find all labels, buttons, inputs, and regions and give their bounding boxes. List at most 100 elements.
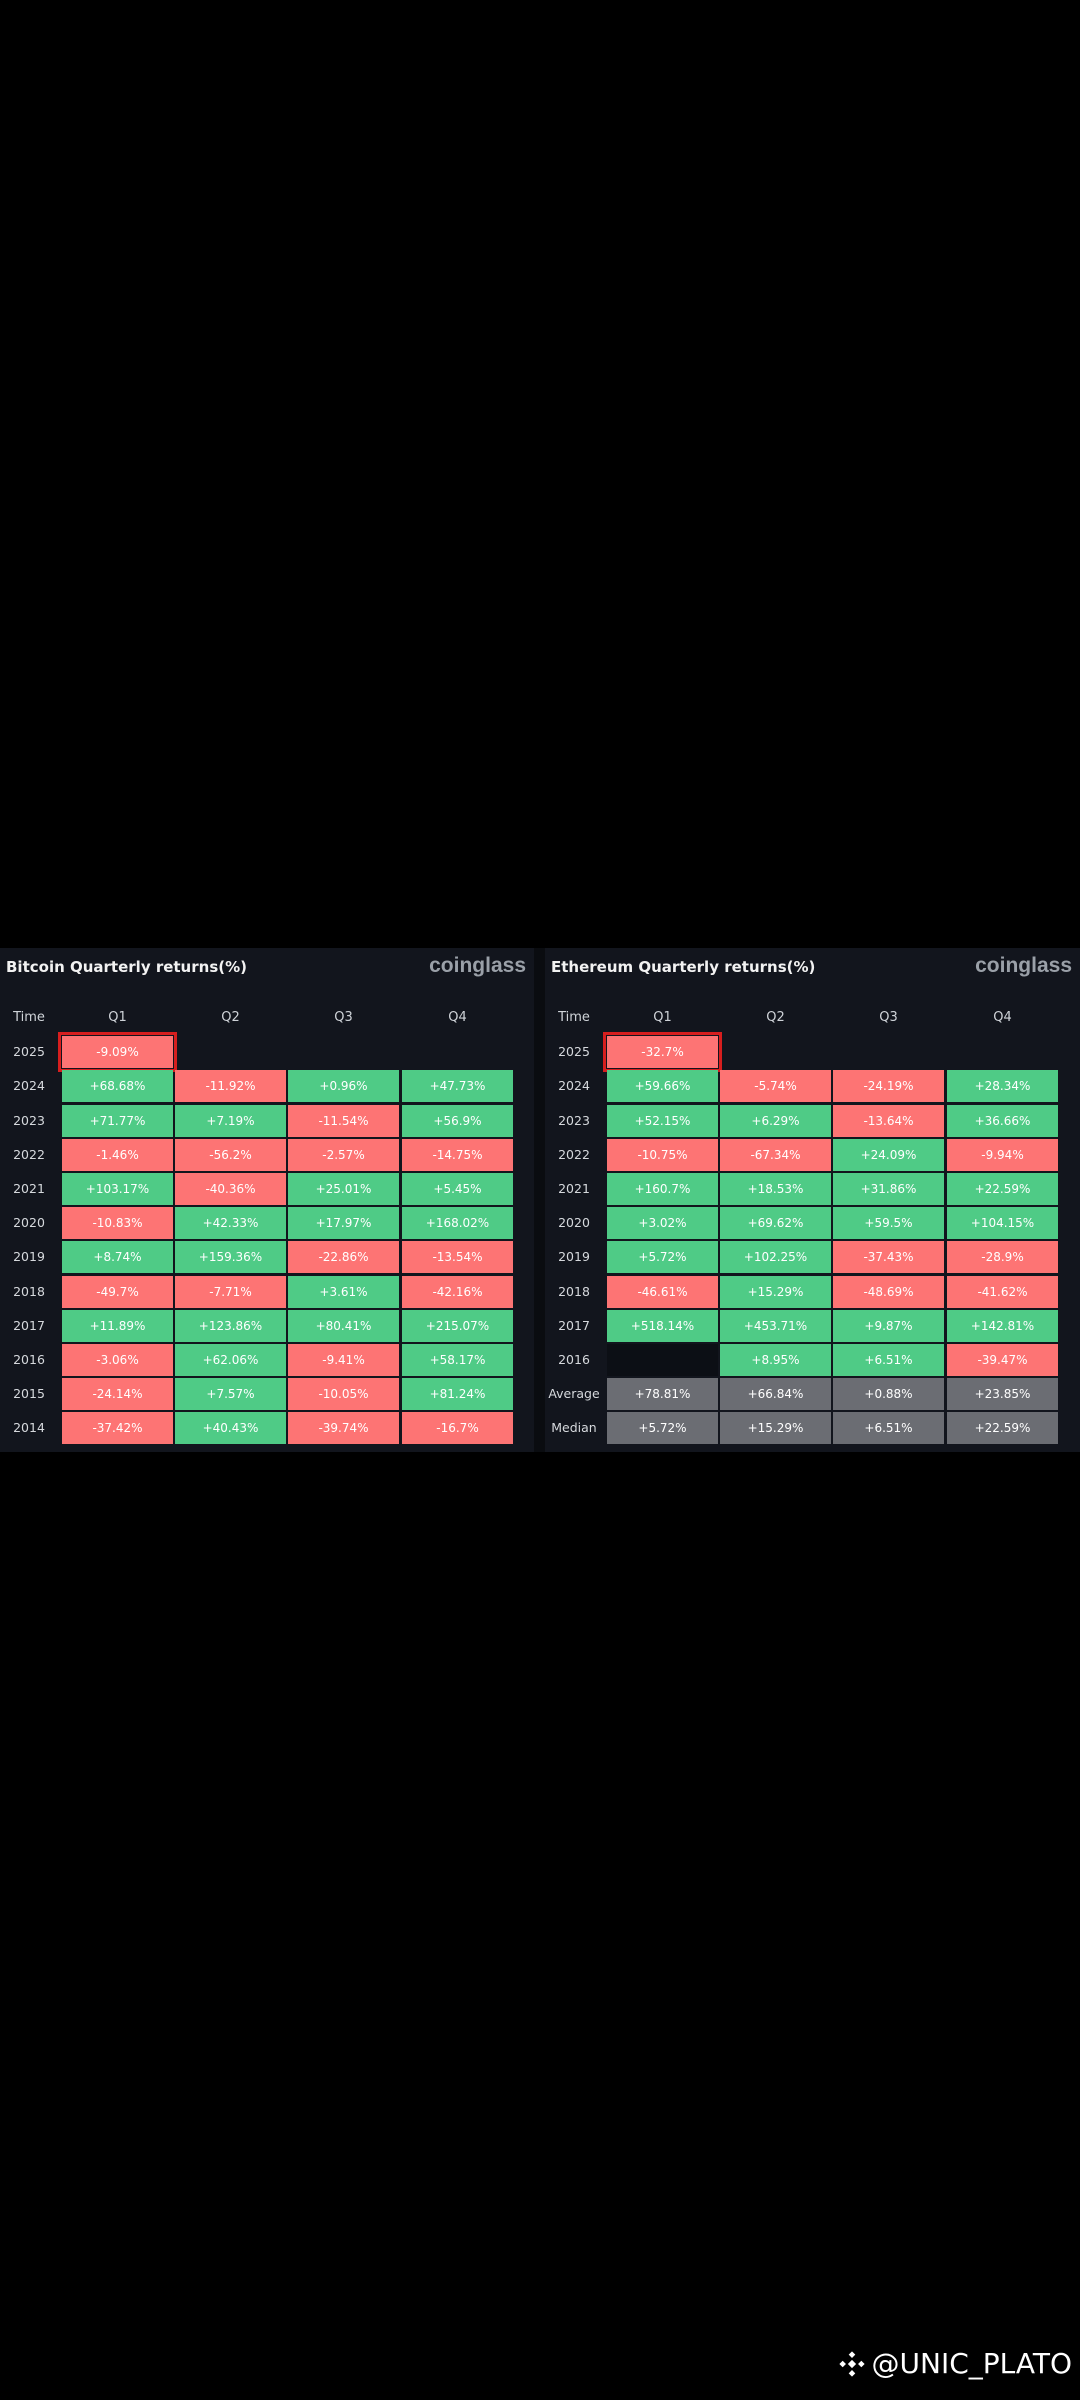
table-row: 2018 -46.61% +15.29% -48.69% -41.62% [545,1275,1080,1310]
return-cell: +68.68% [62,1070,173,1103]
return-cell: +71.77% [62,1104,173,1137]
watermark: @UNIC_PLATO [838,2347,1072,2380]
row-label: 2023 [558,1112,590,1128]
table-row: 2023 +52.15% +6.29% -13.64% +36.66% [545,1104,1080,1139]
column-header-time: Time [13,1010,45,1025]
return-cell: +6.51% [833,1344,944,1376]
return-cell: +80.41% [288,1309,399,1342]
return-cell: -22.86% [288,1241,399,1274]
return-cell: +18.53% [720,1173,831,1205]
table-row: 2019 +8.74% +159.36% -22.86% -13.54% [0,1241,534,1275]
table-row: 2014 -37.42% +40.43% -39.74% -16.7% [0,1412,534,1446]
return-cell: +3.61% [288,1275,399,1308]
row-label: 2023 [13,1112,45,1128]
empty-cell [175,1036,286,1068]
row-label: 2025 [13,1044,45,1060]
return-cell: +8.74% [62,1241,173,1274]
row-label: 2017 [13,1317,45,1333]
return-cell: +78.81% [607,1378,718,1411]
return-cell: +62.06% [175,1344,286,1376]
header-row: Time Q1 Q2 Q3 Q4 [0,1002,534,1036]
column-header-q1: Q1 [108,1010,127,1025]
return-cell: +6.29% [720,1104,831,1137]
table-row: 2022 -1.46% -56.2% -2.57% -14.75% [0,1138,534,1173]
column-header-q1: Q1 [653,1010,672,1025]
column-header-q3: Q3 [879,1010,898,1025]
table-row: 2017 +518.14% +453.71% +9.87% +142.81% [545,1309,1080,1344]
return-cell: +40.43% [175,1412,286,1445]
return-cell: -48.69% [833,1275,944,1308]
empty-cell [402,1036,513,1068]
column-header-q2: Q2 [766,1010,785,1025]
panel-title: Bitcoin Quarterly returns(%) [6,958,247,976]
return-cell: +58.17% [402,1344,513,1376]
row-label: 2021 [13,1181,45,1196]
table-row: 2015 -24.14% +7.57% -10.05% +81.24% [0,1378,534,1412]
row-label: 2021 [558,1181,590,1196]
table-row: 2019 +5.72% +102.25% -37.43% -28.9% [545,1241,1080,1275]
return-cell: +22.59% [947,1173,1058,1205]
row-label: Median [551,1420,597,1436]
empty-cell [833,1036,944,1068]
return-cell: +0.96% [288,1070,399,1103]
row-label: 2016 [558,1352,590,1367]
panel-divider [534,948,545,1452]
return-cell: -1.46% [62,1138,173,1171]
return-cell: +11.89% [62,1309,173,1342]
coinglass-logo: coinglass [975,954,1072,977]
return-cell: -5.74% [720,1070,831,1103]
row-label: 2019 [558,1249,590,1265]
row-label: 2018 [13,1283,45,1299]
empty-cell [288,1036,399,1068]
return-cell: -11.92% [175,1070,286,1103]
return-cell: +56.9% [402,1104,513,1137]
header-row: Time Q1 Q2 Q3 Q4 [545,1002,1080,1036]
column-header-q4: Q4 [993,1010,1012,1025]
return-cell: +142.81% [947,1309,1058,1342]
return-cell: -7.71% [175,1275,286,1308]
return-cell: -46.61% [607,1275,718,1308]
row-label: 2020 [558,1215,590,1231]
return-cell: +52.15% [607,1104,718,1137]
return-cell: +47.73% [402,1070,513,1103]
return-cell: +8.95% [720,1344,831,1376]
return-cell: +7.19% [175,1104,286,1137]
return-cell: +168.02% [402,1207,513,1240]
return-cell: +36.66% [947,1104,1058,1137]
table-row: 2022 -10.75% -67.34% +24.09% -9.94% [545,1138,1080,1173]
return-cell: -28.9% [947,1241,1058,1274]
return-cell: +160.7% [607,1173,718,1205]
return-cell: +24.09% [833,1138,944,1171]
return-cell: +5.72% [607,1412,718,1445]
return-cell: +15.29% [720,1412,831,1445]
return-cell: -24.19% [833,1070,944,1103]
return-cell: +59.5% [833,1207,944,1240]
return-cell: -9.09% [58,1032,177,1073]
return-cell: -49.7% [62,1275,173,1308]
table-row: Median +5.72% +15.29% +6.51% +22.59% [545,1412,1080,1446]
row-label: 2019 [13,1249,45,1265]
return-cell: -67.34% [720,1138,831,1171]
return-cell: +123.86% [175,1309,286,1342]
return-cell: +3.02% [607,1207,718,1240]
return-cell: +31.86% [833,1173,944,1205]
return-cell: -10.83% [62,1207,173,1240]
return-cell: -56.2% [175,1138,286,1171]
return-cell: +23.85% [947,1378,1058,1411]
table-row: 2021 +103.17% -40.36% +25.01% +5.45% [0,1173,534,1207]
column-header-q4: Q4 [448,1010,467,1025]
column-header-time: Time [558,1010,590,1025]
return-cell: +5.45% [402,1173,513,1205]
return-cell: -13.54% [402,1241,513,1274]
return-cell: -37.42% [62,1412,173,1445]
table-row: 2016 +8.95% +6.51% -39.47% [545,1344,1080,1378]
return-cell: +17.97% [288,1207,399,1240]
table-row: 2025 -9.09% [0,1032,534,1073]
return-cell: -9.41% [288,1344,399,1376]
binance-diamond-icon [838,2350,865,2377]
return-cell: +5.72% [607,1241,718,1274]
row-label: Average [548,1386,600,1402]
row-label: 2018 [558,1283,590,1299]
return-cell: +25.01% [288,1173,399,1205]
return-cell: +22.59% [947,1412,1058,1445]
